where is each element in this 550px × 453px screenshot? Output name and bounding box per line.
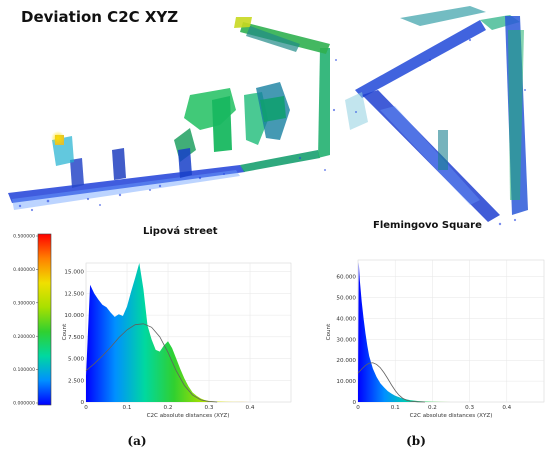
y-tick-label: 12.500 <box>64 291 84 297</box>
x-tick-label: 0.2 <box>164 405 173 411</box>
y-tick-label: 5.000 <box>68 357 84 363</box>
y-tick-label: 0 <box>80 400 84 406</box>
chart-a-ylabel: Count <box>62 323 68 340</box>
y-tick-label: 30.000 <box>336 337 356 343</box>
chart-a-fit-curve <box>85 323 218 403</box>
panel-label-a: (a) <box>127 434 146 448</box>
site-label-flemingovo: Flemingovo Square <box>373 220 482 231</box>
colorbar: 0.500000 0.400000 0.300000 0.200000 0.100000… <box>13 233 52 407</box>
y-tick-label: 10.000 <box>336 379 356 385</box>
x-tick-label: 0.2 <box>428 405 437 411</box>
colorbar-tick-label: 0.400000 <box>13 267 35 273</box>
x-tick-label: 0.1 <box>391 405 400 411</box>
chart-b-histogram <box>358 262 544 402</box>
colorbar-tick-label: 0.100000 <box>13 367 35 373</box>
chart-b-fit-curve <box>357 362 425 403</box>
colorbar-bar <box>37 233 52 406</box>
colorbar-tick-label: 0.200000 <box>13 334 35 340</box>
point-cloud-lipova <box>8 17 337 212</box>
chart-b-x-ticks: 0 0.1 0.2 0.3 0.4 <box>356 405 511 411</box>
x-tick-label: 0.3 <box>465 405 474 411</box>
site-label-lipova: Lipová street <box>143 225 218 237</box>
y-tick-label: 7.500 <box>68 335 84 341</box>
chart-a-y-ticks: 0 2.500 5.000 7.500 10.000 12.500 15.000 <box>64 270 84 406</box>
y-tick-label: 50.000 <box>336 296 356 302</box>
chart-b-plot-area <box>357 259 545 403</box>
y-tick-label: 20.000 <box>336 358 356 364</box>
colorbar-ticks: 0.500000 0.400000 0.300000 0.200000 0.100000… <box>13 234 38 407</box>
panel-label-b: (b) <box>406 434 426 448</box>
x-tick-label: 0 <box>356 405 360 411</box>
colorbar-tick-label: 0.300000 <box>13 300 35 306</box>
chart-b-y-ticks: 0 10.000 20.000 30.000 40.000 50.000 60.000 <box>336 275 356 406</box>
y-tick-label: 2.500 <box>68 378 84 384</box>
x-tick-label: 0.4 <box>502 405 511 411</box>
chart-a-xlabel: C2C absolute distances (XYZ) <box>147 413 230 419</box>
chart-a-x-ticks: 0 0.1 0.2 0.3 0.4 <box>84 405 255 411</box>
colorbar-tick-label: 0.000000 <box>13 401 35 407</box>
chart-a-histogram <box>86 263 291 402</box>
point-cloud-flemingovo <box>345 6 528 226</box>
x-tick-label: 0 <box>84 405 88 411</box>
chart-b-xlabel: C2C absolute distances (XYZ) <box>410 413 493 419</box>
y-tick-label: 60.000 <box>336 275 356 281</box>
y-tick-label: 10.000 <box>64 313 84 319</box>
x-tick-label: 0.3 <box>205 405 214 411</box>
y-tick-label: 40.000 <box>336 316 356 322</box>
colorbar-tick-label: 0.500000 <box>13 234 35 240</box>
y-tick-label: 15.000 <box>64 270 84 276</box>
x-tick-label: 0.4 <box>246 405 255 411</box>
y-tick-label: 0 <box>352 400 356 406</box>
chart-b-ylabel: Count <box>326 323 332 340</box>
figure-title: Deviation C2C XYZ <box>21 8 178 26</box>
x-tick-label: 0.1 <box>123 405 132 411</box>
